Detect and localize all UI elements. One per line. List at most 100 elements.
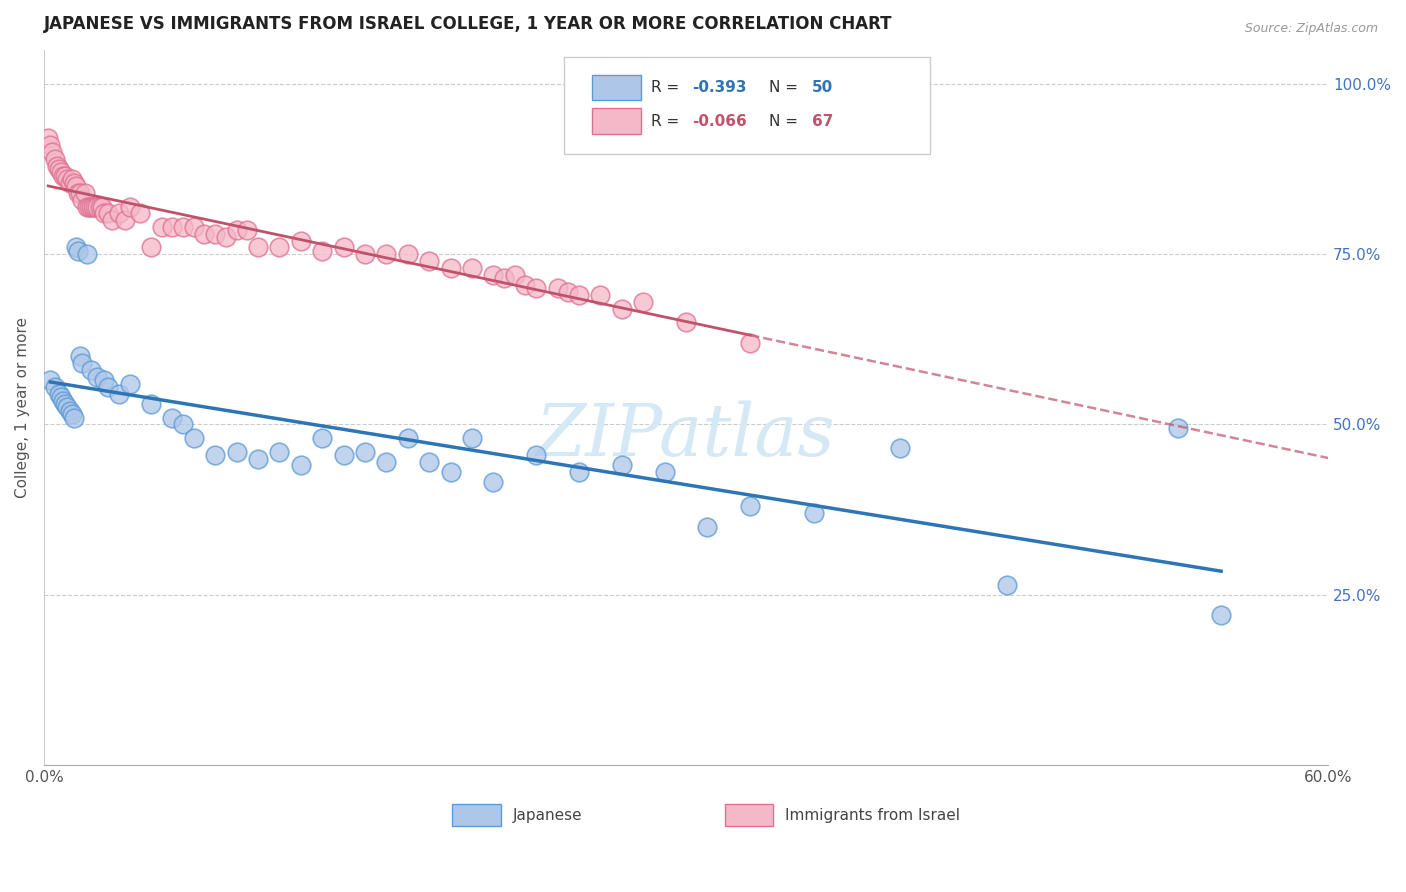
Point: [503, 268, 526, 282]
Point: [515, 277, 537, 292]
Point: [439, 465, 461, 479]
Point: [290, 458, 312, 473]
Point: [97, 380, 120, 394]
Point: [37, 131, 59, 145]
Point: [332, 240, 354, 254]
Point: [107, 206, 129, 220]
Point: [69, 186, 91, 200]
Y-axis label: College, 1 year or more: College, 1 year or more: [15, 317, 30, 498]
Point: [183, 219, 205, 234]
Point: [183, 431, 205, 445]
Point: [52, 169, 75, 183]
Text: 67: 67: [811, 114, 834, 128]
Point: [654, 465, 676, 479]
Point: [740, 500, 762, 514]
Point: [162, 219, 184, 234]
Point: [67, 186, 90, 200]
Point: [65, 179, 87, 194]
Text: -0.393: -0.393: [692, 80, 747, 95]
Point: [58, 404, 80, 418]
Point: [418, 254, 440, 268]
Point: [803, 506, 825, 520]
Point: [375, 455, 398, 469]
Point: [557, 285, 579, 299]
Point: [439, 260, 461, 275]
Point: [97, 206, 120, 220]
Text: -0.066: -0.066: [692, 114, 747, 128]
Point: [58, 176, 80, 190]
Point: [118, 376, 141, 391]
Point: [44, 152, 66, 166]
Point: [52, 393, 75, 408]
Point: [631, 294, 654, 309]
Point: [63, 410, 86, 425]
Point: [39, 373, 62, 387]
Point: [49, 165, 72, 179]
Point: [48, 387, 70, 401]
Bar: [724, 805, 773, 826]
Point: [76, 200, 98, 214]
Point: [162, 410, 184, 425]
Point: [63, 176, 86, 190]
Point: [48, 162, 70, 177]
Text: R =: R =: [651, 80, 685, 95]
Point: [269, 444, 291, 458]
FancyBboxPatch shape: [564, 57, 929, 153]
Point: [49, 390, 72, 404]
Point: [107, 387, 129, 401]
Point: [246, 451, 269, 466]
Point: [72, 356, 94, 370]
Point: [60, 172, 83, 186]
Point: [215, 230, 238, 244]
Bar: [453, 805, 501, 826]
Point: [482, 475, 505, 490]
Text: R =: R =: [651, 114, 685, 128]
Point: [65, 240, 87, 254]
Point: [53, 397, 76, 411]
Point: [269, 240, 291, 254]
Point: [418, 455, 440, 469]
Point: [461, 431, 484, 445]
Point: [45, 159, 67, 173]
Point: [740, 335, 762, 350]
Point: [82, 200, 104, 214]
Point: [610, 458, 633, 473]
Point: [139, 397, 162, 411]
Point: [290, 234, 312, 248]
Point: [118, 200, 141, 214]
Point: [568, 288, 591, 302]
Point: [77, 200, 100, 214]
Point: [204, 227, 226, 241]
Point: [114, 213, 136, 227]
Point: [53, 169, 76, 183]
Point: [89, 200, 111, 214]
Point: [204, 448, 226, 462]
Point: [246, 240, 269, 254]
Point: [69, 350, 91, 364]
Point: [73, 186, 96, 200]
Point: [150, 219, 173, 234]
Point: [193, 227, 215, 241]
Point: [225, 444, 247, 458]
Text: Source: ZipAtlas.com: Source: ZipAtlas.com: [1244, 22, 1378, 36]
Bar: [592, 75, 641, 100]
Point: [139, 240, 162, 254]
Point: [84, 200, 107, 214]
Point: [56, 401, 79, 415]
Point: [101, 213, 124, 227]
Point: [60, 407, 83, 421]
Point: [889, 442, 911, 456]
Point: [482, 268, 505, 282]
Point: [547, 281, 569, 295]
Point: [86, 200, 108, 214]
Point: [1167, 421, 1189, 435]
Point: [494, 271, 516, 285]
Point: [311, 244, 333, 258]
Text: Japanese: Japanese: [513, 807, 582, 822]
Point: [86, 369, 108, 384]
Point: [93, 373, 115, 387]
Point: [236, 223, 259, 237]
Point: [675, 315, 697, 329]
Point: [354, 247, 377, 261]
Point: [995, 577, 1018, 591]
